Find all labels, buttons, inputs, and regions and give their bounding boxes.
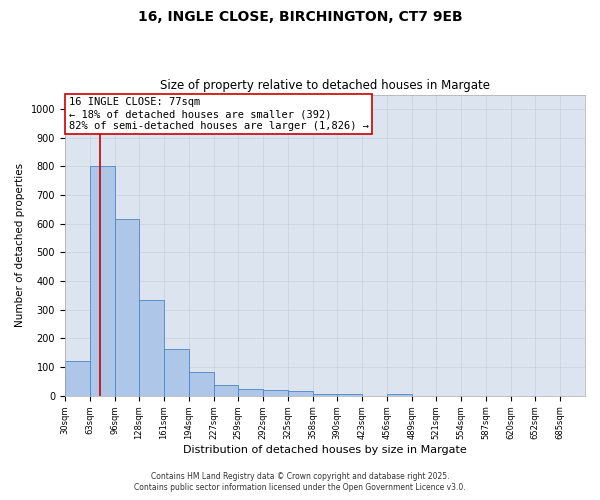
Bar bbox=[238, 388, 263, 396]
Bar bbox=[387, 394, 412, 396]
Bar bbox=[65, 362, 90, 396]
Text: 16, INGLE CLOSE, BIRCHINGTON, CT7 9EB: 16, INGLE CLOSE, BIRCHINGTON, CT7 9EB bbox=[137, 10, 463, 24]
Title: Size of property relative to detached houses in Margate: Size of property relative to detached ho… bbox=[160, 79, 490, 92]
Y-axis label: Number of detached properties: Number of detached properties bbox=[15, 163, 25, 328]
Bar bbox=[164, 348, 189, 396]
Bar bbox=[288, 390, 313, 396]
Bar bbox=[337, 394, 362, 396]
Text: Contains HM Land Registry data © Crown copyright and database right 2025.
Contai: Contains HM Land Registry data © Crown c… bbox=[134, 472, 466, 492]
Bar bbox=[90, 166, 115, 396]
Bar bbox=[189, 372, 214, 396]
Bar bbox=[115, 220, 139, 396]
Bar bbox=[214, 385, 238, 396]
Bar bbox=[313, 394, 337, 396]
X-axis label: Distribution of detached houses by size in Margate: Distribution of detached houses by size … bbox=[183, 445, 467, 455]
Bar bbox=[139, 300, 164, 396]
Bar bbox=[263, 390, 288, 396]
Text: 16 INGLE CLOSE: 77sqm
← 18% of detached houses are smaller (392)
82% of semi-det: 16 INGLE CLOSE: 77sqm ← 18% of detached … bbox=[68, 98, 368, 130]
